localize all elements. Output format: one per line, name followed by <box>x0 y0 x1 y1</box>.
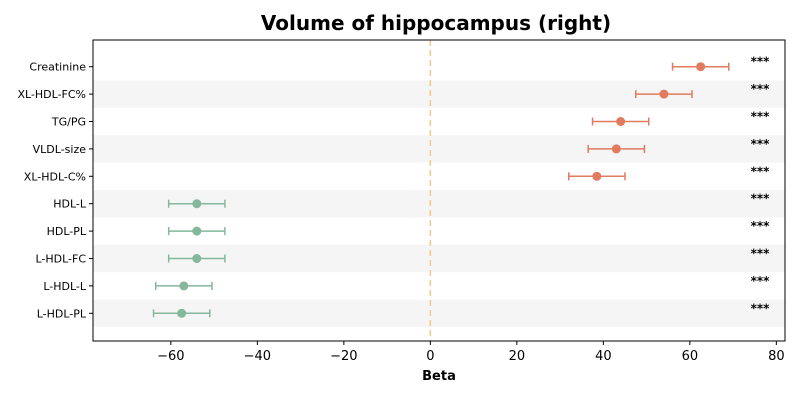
x-tick-label: 20 <box>509 349 526 364</box>
significance-label: *** <box>751 247 771 261</box>
y-tick-label: L-HDL-L <box>43 280 87 293</box>
data-marks: *** *** *** *** *** *** *** *** *** *** <box>152 55 771 318</box>
point-estimate <box>179 281 189 291</box>
x-tick-label: −40 <box>244 349 271 364</box>
plot-frame <box>92 39 786 342</box>
point-estimate <box>192 199 202 209</box>
point-estimate <box>616 117 626 126</box>
x-tick-label: 0 <box>426 349 434 364</box>
point-estimate <box>192 226 202 236</box>
point-estimate <box>177 308 187 318</box>
y-tick-label: HDL-PL <box>47 225 87 238</box>
significance-label: *** <box>751 301 771 315</box>
point-estimate <box>192 254 202 263</box>
point-estimate <box>592 171 602 181</box>
y-tick-label: XL-HDL-C% <box>24 170 86 183</box>
x-axis-label: Beta <box>422 369 456 384</box>
x-tick-label: −60 <box>157 349 184 364</box>
significance-label: *** <box>751 55 771 69</box>
point-estimate <box>696 62 706 72</box>
x-tick-label: −20 <box>330 349 357 364</box>
x-tick-label: 80 <box>768 349 785 364</box>
y-tick-label: XL-HDL-FC% <box>17 88 86 101</box>
y-tick-label: L-HDL-PL <box>37 307 87 320</box>
significance-label: *** <box>751 137 771 151</box>
x-tick-label: 40 <box>595 349 612 364</box>
point-estimate <box>659 89 669 99</box>
significance-label: *** <box>751 110 771 124</box>
x-tick-label: 60 <box>682 349 699 364</box>
y-tick-label: TG/PG <box>51 116 86 129</box>
y-axis: Creatinine XL-HDL-FC% TG/PG VLDL-size XL-HDL… <box>17 61 93 320</box>
row-band <box>93 135 785 163</box>
y-tick-label: VLDL-size <box>33 143 87 156</box>
y-tick-label: HDL-L <box>53 198 87 211</box>
y-tick-label: Creatinine <box>29 61 86 74</box>
significance-label: *** <box>751 219 771 233</box>
y-tick-label: L-HDL-FC <box>35 253 86 266</box>
significance-label: *** <box>751 192 771 206</box>
significance-label: *** <box>751 274 771 288</box>
x-axis: −60 −40 −20 0 20 40 60 80 <box>157 341 785 364</box>
significance-label: *** <box>751 82 771 96</box>
chart-title: Volume of hippocampus (right) <box>261 11 611 35</box>
point-estimate <box>611 144 621 154</box>
significance-label: *** <box>751 164 771 178</box>
